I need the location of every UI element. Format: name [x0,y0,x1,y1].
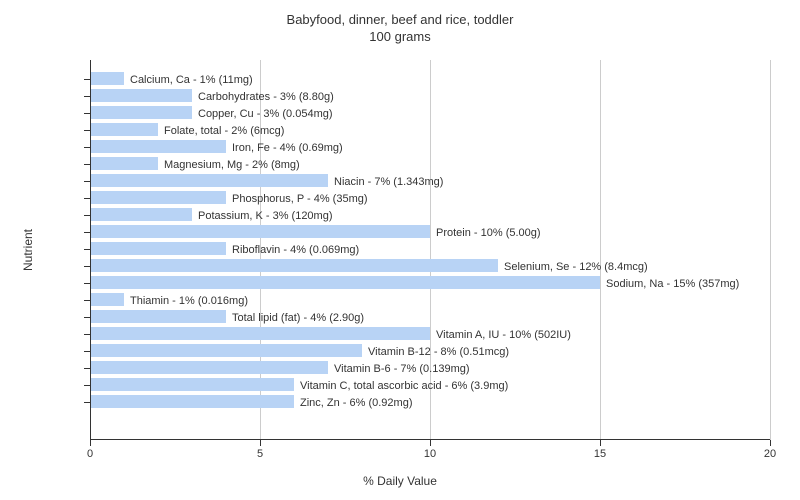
bars-container: Calcium, Ca - 1% (11mg)Carbohydrates - 3… [90,60,770,440]
bar-label: Vitamin C, total ascorbic acid - 6% (3.9… [294,378,508,395]
chart-title: Babyfood, dinner, beef and rice, toddler… [0,12,800,46]
chart-title-line1: Babyfood, dinner, beef and rice, toddler [0,12,800,29]
bar-label: Vitamin A, IU - 10% (502IU) [430,327,571,344]
bar: Vitamin A, IU - 10% (502IU) [90,327,430,340]
y-tick [84,79,90,80]
bar: Protein - 10% (5.00g) [90,225,430,238]
y-tick [84,283,90,284]
y-tick [84,249,90,250]
y-tick [84,215,90,216]
x-tick-label: 15 [594,448,606,460]
bar: Phosphorus, P - 4% (35mg) [90,191,226,204]
y-tick [84,266,90,267]
bar: Riboflavin - 4% (0.069mg) [90,242,226,255]
y-tick [84,385,90,386]
bar-label: Iron, Fe - 4% (0.69mg) [226,140,343,157]
x-tick-label: 0 [87,448,93,460]
bar-label: Vitamin B-6 - 7% (0.139mg) [328,361,470,378]
x-tick [90,440,91,446]
y-tick [84,113,90,114]
y-axis-label: Nutrient [21,229,35,271]
bar-label: Riboflavin - 4% (0.069mg) [226,242,359,259]
bar-label: Niacin - 7% (1.343mg) [328,174,443,191]
x-tick-label: 5 [257,448,263,460]
bar: Carbohydrates - 3% (8.80g) [90,89,192,102]
x-tick [600,440,601,446]
y-tick [84,232,90,233]
bar-label: Potassium, K - 3% (120mg) [192,208,333,225]
bar-label: Carbohydrates - 3% (8.80g) [192,89,334,106]
bar: Potassium, K - 3% (120mg) [90,208,192,221]
x-tick [260,440,261,446]
bar-label: Sodium, Na - 15% (357mg) [600,276,739,293]
bar-label: Selenium, Se - 12% (8.4mcg) [498,259,648,276]
bar: Calcium, Ca - 1% (11mg) [90,72,124,85]
plot-area: Calcium, Ca - 1% (11mg)Carbohydrates - 3… [90,60,770,440]
y-tick [84,317,90,318]
x-tick-label: 20 [764,448,776,460]
bar: Vitamin C, total ascorbic acid - 6% (3.9… [90,378,294,391]
bar-label: Vitamin B-12 - 8% (0.51mcg) [362,344,509,361]
y-tick [84,130,90,131]
bar-label: Copper, Cu - 3% (0.054mg) [192,106,333,123]
bar: Copper, Cu - 3% (0.054mg) [90,106,192,119]
bar: Magnesium, Mg - 2% (8mg) [90,157,158,170]
bar-label: Zinc, Zn - 6% (0.92mg) [294,395,412,412]
y-axis-line [90,60,91,440]
bar-label: Folate, total - 2% (6mcg) [158,123,284,140]
bar: Thiamin - 1% (0.016mg) [90,293,124,306]
bar: Zinc, Zn - 6% (0.92mg) [90,395,294,408]
y-tick [84,334,90,335]
bar-label: Calcium, Ca - 1% (11mg) [124,72,253,89]
gridline [770,60,771,440]
chart-title-line2: 100 grams [0,29,800,46]
bar: Selenium, Se - 12% (8.4mcg) [90,259,498,272]
y-tick [84,402,90,403]
bar: Vitamin B-12 - 8% (0.51mcg) [90,344,362,357]
y-tick [84,96,90,97]
bar-label: Total lipid (fat) - 4% (2.90g) [226,310,364,327]
y-tick [84,198,90,199]
bar: Total lipid (fat) - 4% (2.90g) [90,310,226,323]
x-axis-label: % Daily Value [363,474,437,488]
nutrient-bar-chart: Babyfood, dinner, beef and rice, toddler… [0,0,800,500]
bar: Iron, Fe - 4% (0.69mg) [90,140,226,153]
x-tick [770,440,771,446]
bar: Niacin - 7% (1.343mg) [90,174,328,187]
bar-label: Thiamin - 1% (0.016mg) [124,293,248,310]
bar-label: Phosphorus, P - 4% (35mg) [226,191,368,208]
x-tick-label: 10 [424,448,436,460]
bar: Folate, total - 2% (6mcg) [90,123,158,136]
bar-label: Magnesium, Mg - 2% (8mg) [158,157,300,174]
x-tick [430,440,431,446]
bar-label: Protein - 10% (5.00g) [430,225,541,242]
y-tick [84,368,90,369]
y-tick [84,147,90,148]
y-tick [84,164,90,165]
bar: Sodium, Na - 15% (357mg) [90,276,600,289]
bar: Vitamin B-6 - 7% (0.139mg) [90,361,328,374]
y-tick [84,351,90,352]
y-tick [84,300,90,301]
y-tick [84,181,90,182]
